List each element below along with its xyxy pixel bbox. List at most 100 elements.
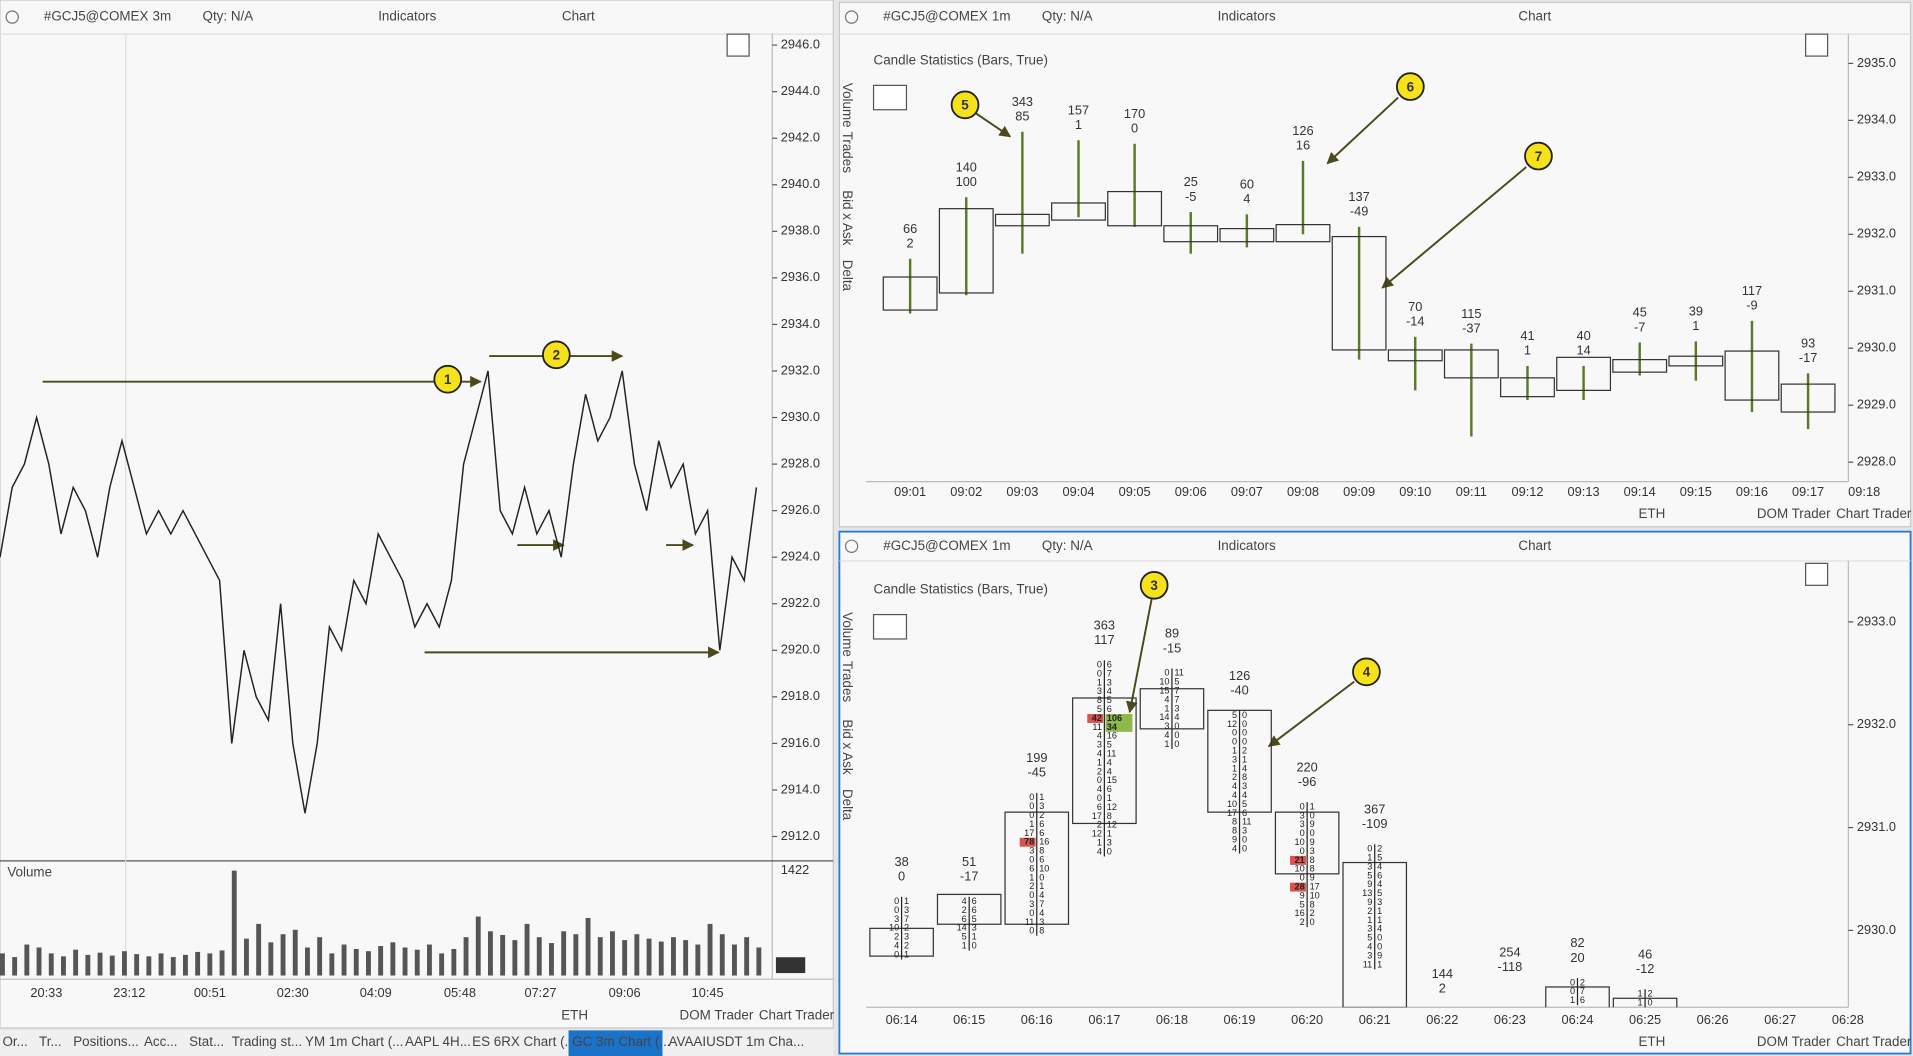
volume-bar [549,943,554,976]
bid-volume: 4 [1164,730,1169,740]
ask-volume: 2 [1310,908,1315,918]
volume-label: 343 [1012,94,1033,109]
candle-body [882,276,938,311]
study-tab[interactable]: Volume [840,83,855,128]
volume-bar [646,938,652,976]
bid-volume: 10 [889,923,899,933]
symbol[interactable]: #GCJ5@COMEX [883,9,988,24]
study-tab[interactable]: Volume [840,612,855,657]
tab[interactable]: Trading st... [232,1034,302,1049]
bid-volume: 28 [1295,882,1305,892]
ask-volume: 4 [1107,766,1112,776]
tab[interactable]: Or... [2,1034,27,1049]
x-tick-label: 00:51 [194,985,226,1000]
volume-bar [219,950,225,976]
volume-bar [451,948,457,976]
indicators-button[interactable]: Indicators [378,9,436,24]
timeframe[interactable]: 1m [992,538,1011,553]
ask-volume: 3 [1242,826,1247,836]
tab[interactable]: ES 6RX Chart (... [472,1034,576,1049]
ask-volume: 3 [904,905,909,915]
volume-label: 89 [1165,626,1179,641]
collapse-button[interactable] [872,84,908,111]
chart-trader[interactable]: Chart Trader [1836,506,1912,521]
volume-bar [414,949,420,976]
x-tick-label: 09:08 [1287,484,1319,499]
bid-volume: 14 [957,923,967,933]
study-tab[interactable]: Bid x Ask [840,190,855,245]
active-tab [568,1030,663,1056]
dom-trader[interactable]: DOM Trader [680,1007,754,1022]
session[interactable]: ETH [561,1007,588,1022]
indicators-button[interactable]: Indicators [1218,538,1276,553]
ask-volume: 0 [1242,843,1247,853]
quantity[interactable]: Qty: N/A [203,9,254,24]
study-tab[interactable]: Trades [840,132,855,174]
bid-volume: 1 [962,941,967,951]
scroll-end-button[interactable] [726,33,750,57]
ask-volume: 2 [1039,810,1044,820]
chart-trader[interactable]: Chart Trader [1836,1034,1912,1049]
chart-title: Chart [1518,538,1551,553]
ask-volume: 0 [972,941,977,951]
ask-volume: 11 [1107,749,1116,759]
volume-bar [207,953,213,976]
last-volume-box [775,957,806,974]
session[interactable]: ETH [1638,1034,1665,1049]
dom-trader[interactable]: DOM Trader [1757,506,1831,521]
volume-bar [146,956,152,976]
study-tab[interactable]: Delta [840,260,855,292]
y-tick-label: 2935.0 [1857,55,1896,70]
quantity[interactable]: Qty: N/A [1042,9,1093,24]
tab[interactable]: Positions... [73,1034,139,1049]
study-tab[interactable]: Bid x Ask [840,719,855,774]
scroll-end-button[interactable] [1805,33,1829,57]
tab[interactable]: Tr... [39,1034,62,1049]
x-tick-label: 06:21 [1359,1012,1391,1027]
delta-label: -9 [1746,298,1757,313]
bid-volume: 4 [962,896,967,906]
tab[interactable]: AVAAIUSDT 1m Cha... [669,1034,805,1049]
bid-volume: 2 [1232,772,1237,782]
volume-bar [707,923,713,976]
tab[interactable]: AAPL 4H... [405,1034,471,1049]
y-tick-label: 2942.0 [781,130,820,145]
tab[interactable]: GC 3m Chart (... [572,1034,670,1049]
tab[interactable]: Acc... [144,1034,178,1049]
volume-bar [353,948,359,976]
bid-volume: 11 [1025,917,1034,927]
annotation-badge [541,340,571,370]
indicators-button[interactable]: Indicators [1218,9,1276,24]
ask-volume: 1 [1310,801,1315,811]
symbol[interactable]: #GCJ5@COMEX [44,9,149,24]
candle-body [1500,377,1555,398]
dom-trader[interactable]: DOM Trader [1757,1034,1831,1049]
volume-bar [597,937,603,976]
bid-volume: 9 [1367,879,1372,889]
scroll-end-button[interactable] [1805,562,1829,586]
study-tab[interactable]: Delta [840,789,855,821]
volume-bar [36,947,42,976]
volume-label: 93 [1801,335,1815,350]
bid-volume: 1 [1232,746,1237,756]
volume-label: 82 [1570,935,1584,950]
timeframe[interactable]: 1m [992,9,1011,24]
bid-volume: 6 [1097,802,1102,812]
tab[interactable]: Stat... [189,1034,224,1049]
tab[interactable]: YM 1m Chart (... [305,1034,403,1049]
x-tick-label: 06:28 [1832,1012,1864,1027]
ask-volume: 4 [1377,861,1382,871]
session[interactable]: ETH [1638,506,1665,521]
study-tab[interactable]: Trades [840,661,855,703]
ask-volume: 6 [1580,995,1585,1005]
quantity[interactable]: Qty: N/A [1042,538,1093,553]
delta-label: -7 [1634,319,1645,334]
symbol[interactable]: #GCJ5@COMEX [883,538,988,553]
collapse-button[interactable] [872,613,908,640]
candle-body [1780,383,1836,413]
timeframe[interactable]: 3m [153,9,172,24]
volume-bar [366,951,371,976]
ask-volume: 9 [1377,950,1382,960]
chart-trader[interactable]: Chart Trader [759,1007,835,1022]
y-tick-label: 2916.0 [781,735,820,750]
